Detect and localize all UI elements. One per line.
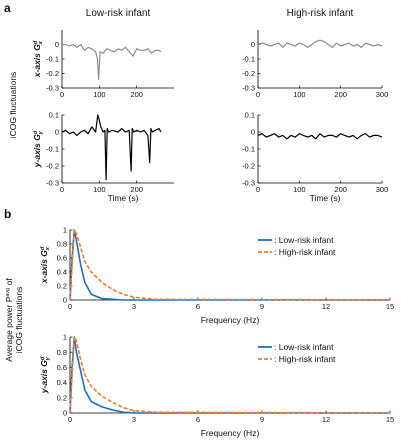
series-line-1 xyxy=(69,229,390,301)
a-shared-ylabel: iCOG fluctuations xyxy=(8,72,18,139)
legend-entry: : High-risk infant xyxy=(274,354,336,364)
x-tick-label: 200 xyxy=(130,90,143,99)
chart-b-x: 0 0.2 0.4 0.6 0.8 1 0 3 6 9 12 15 Frequency (Hz) x-ax… xyxy=(39,226,394,325)
x-tick-label: 100 xyxy=(293,185,306,194)
y-tick-label: -0.2 xyxy=(46,69,59,78)
y-tick-label: 0.2 xyxy=(57,282,67,291)
y-tick-label: -0.2 xyxy=(242,162,255,171)
y-tick-label: 1 xyxy=(63,226,67,235)
chart-b-y: 0 0.2 0.4 0.6 0.8 1 0 3 6 9 12 15 Frequency (Hz) y-ax… xyxy=(39,333,394,438)
x-tick-label: 15 xyxy=(386,302,394,311)
y-tick-label: 0.6 xyxy=(57,254,67,263)
y-tick-label: 0 xyxy=(251,128,255,137)
x-axis-label: Time (s) xyxy=(108,193,139,203)
y-tick-label: 0.1 xyxy=(245,111,255,120)
series-line-1 xyxy=(257,133,383,140)
y-tick-label: 1 xyxy=(63,333,67,342)
x-tick-label: 12 xyxy=(322,415,330,424)
y-tick-label: 0.2 xyxy=(57,393,67,402)
x-tick-label: 12 xyxy=(322,302,330,311)
series-line-1 xyxy=(257,39,383,49)
x-axis-label: Time (s) xyxy=(310,193,341,203)
y-tick-label: -0.2 xyxy=(46,162,59,171)
x-axis-label: Frequency (Hz) xyxy=(201,428,260,438)
x-tick-label: 300 xyxy=(376,90,389,99)
legend-entry: : High-risk infant xyxy=(274,247,336,257)
x-tick-label: 6 xyxy=(196,302,200,311)
y-tick-label: 0 xyxy=(251,40,255,49)
x-tick-label: 15 xyxy=(386,415,394,424)
x-tick-label: 100 xyxy=(93,90,106,99)
y-tick-label: 0.8 xyxy=(57,240,67,249)
y-tick-label: 0 xyxy=(55,40,59,49)
x-tick-label: 0 xyxy=(256,90,260,99)
x-tick-label: 9 xyxy=(260,415,264,424)
y-tick-label: 0 xyxy=(63,296,67,305)
x-tick-label: 0 xyxy=(60,185,64,194)
x-tick-label: 0 xyxy=(68,415,72,424)
x-tick-label: 300 xyxy=(376,185,389,194)
legend-entry: : Low-risk infant xyxy=(274,235,334,245)
series-line-2 xyxy=(69,336,391,414)
legend-entry: : Low-risk infant xyxy=(274,342,334,352)
x-tick-label: 6 xyxy=(196,415,200,424)
y-tick-label: 0.1 xyxy=(49,111,59,120)
y-tick-label: -0.1 xyxy=(46,55,59,64)
y-tick-label: 0.8 xyxy=(57,348,67,357)
y-tick-label: 0.4 xyxy=(57,268,67,277)
series-line-1 xyxy=(61,114,162,181)
y-tick-label: 0.4 xyxy=(57,378,67,387)
y-axis-label: x-axis Gdx xyxy=(39,246,51,284)
b-shared-ylabel-line1: Average power Pavg of xyxy=(4,278,14,362)
y-tick-label: 0 xyxy=(55,128,59,137)
x-tick-label: 100 xyxy=(93,185,106,194)
x-axis-label: Frequency (Hz) xyxy=(201,315,260,325)
series-line-1 xyxy=(62,43,162,80)
y-tick-label: -0.3 xyxy=(242,179,255,188)
panel-label-b: b xyxy=(4,207,11,221)
x-tick-label: 0 xyxy=(256,185,260,194)
x-tick-label: 3 xyxy=(132,415,136,424)
y-tick-label: -0.3 xyxy=(46,179,59,188)
x-tick-label: 3 xyxy=(132,302,136,311)
y-tick-label: -0.1 xyxy=(46,145,59,154)
series-line-1 xyxy=(69,336,390,414)
x-tick-label: 100 xyxy=(293,90,306,99)
series-line-2 xyxy=(69,229,391,301)
y-axis-label: y-axis Gdy xyxy=(32,130,44,168)
chart-title: Low-risk infant xyxy=(86,8,151,19)
y-tick-label: -0.3 xyxy=(242,84,255,93)
x-tick-label: 200 xyxy=(334,90,347,99)
y-axis-label: x-axis Gdx xyxy=(32,40,44,78)
y-tick-label: 0 xyxy=(63,409,67,418)
y-tick-label: -0.1 xyxy=(242,145,255,154)
y-axis-label: y-axis Gdy xyxy=(39,356,51,394)
y-tick-label: -0.3 xyxy=(46,84,59,93)
chart-title: High-risk infant xyxy=(287,8,354,19)
x-tick-label: 200 xyxy=(334,185,347,194)
panel-label-a: a xyxy=(4,1,11,15)
b-shared-ylabel-line2: iCOG fluctuations xyxy=(14,287,24,354)
y-tick-label: 0.6 xyxy=(57,363,67,372)
x-tick-label: 200 xyxy=(130,185,143,194)
y-tick-label: -0.1 xyxy=(242,55,255,64)
y-tick-label: -0.2 xyxy=(242,69,255,78)
x-tick-label: 9 xyxy=(260,302,264,311)
x-tick-label: 0 xyxy=(68,302,72,311)
x-tick-label: 0 xyxy=(60,90,64,99)
